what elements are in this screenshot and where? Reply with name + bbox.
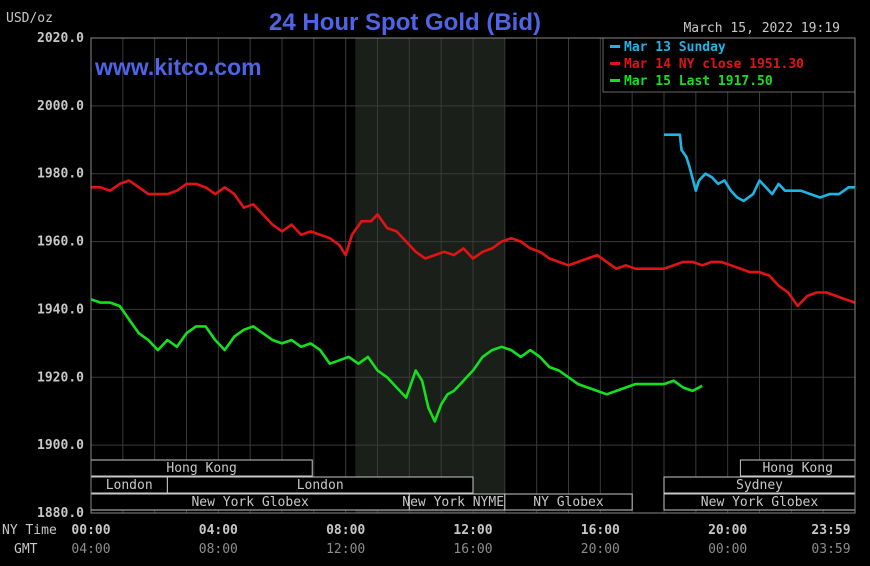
session-ny-globex: NY Globex — [504, 493, 633, 511]
legend-entry-last: Mar 15 Last 1917.50 — [624, 74, 773, 89]
x-tick-label-gmt: 20:00 — [581, 542, 620, 557]
session-label: New York Globex — [191, 495, 309, 510]
series-line-last — [90, 298, 703, 423]
session-hong-kong: Hong Kong — [739, 459, 856, 477]
x-tick-label-gmt: 16:00 — [453, 542, 492, 557]
y-tick-label: 1900.0 — [37, 438, 84, 453]
session-bar — [504, 493, 633, 511]
legend-swatch-ny-close — [610, 62, 620, 65]
legend-entry-ny-close: Mar 14 NY close 1951.30 — [624, 57, 804, 72]
kitco-watermark: www.kitco.com — [94, 54, 262, 80]
session-label: Hong Kong — [762, 461, 832, 476]
session-label: Hong Kong — [166, 461, 236, 476]
x-tick-label-gmt: 04:00 — [71, 542, 110, 557]
y-tick-label: 1960.0 — [37, 235, 84, 250]
x-tick-label-gmt: 00:00 — [708, 542, 747, 557]
y-tick-label: 2000.0 — [37, 99, 84, 114]
session-sydney: Sydney — [663, 476, 856, 494]
axes: 2020.0 2000.0 1980.0 1960.0 1940.0 1920.0 1900… — [37, 31, 856, 557]
session-new-york-nymex: New York NYMEX — [402, 493, 512, 511]
x-tick-label-ny: 12:00 — [453, 523, 492, 538]
session-label: London — [297, 478, 344, 493]
chart-title: 24 Hour Spot Gold (Bid) — [269, 9, 541, 36]
session-label: New York NYMEX — [402, 495, 512, 510]
session-london: London — [166, 476, 474, 494]
series-line-ny-close — [91, 179, 856, 308]
x-tick-label-ny: 04:00 — [199, 523, 238, 538]
gmt-row-label: GMT — [14, 542, 38, 557]
plot-frame — [90, 37, 856, 514]
legend-swatch-sunday — [610, 45, 620, 48]
session-label: Sydney — [736, 478, 783, 493]
y-tick-label: 1920.0 — [37, 370, 84, 385]
y-tick-label: 1880.0 — [37, 506, 84, 521]
x-tick-label-gmt: 12:00 — [326, 542, 365, 557]
x-tick-label-ny: 00:00 — [71, 523, 110, 538]
legend-box — [602, 37, 856, 93]
session-new-york-globex: New York Globex — [90, 493, 410, 511]
session-hong-kong: Hong Kong — [90, 459, 313, 477]
legend: Mar 13 Sunday Mar 14 NY close 1951.30 Ma… — [602, 37, 856, 93]
series-line-sunday — [664, 133, 855, 203]
trading-sessions: Hong Kong Hong Kong London London Sydney New … — [90, 459, 856, 511]
session-london: London — [90, 476, 168, 494]
session-new-york-globex: New York Globex — [663, 493, 856, 511]
y-tick-label: 2020.0 — [37, 31, 84, 46]
session-label: NY Globex — [533, 495, 604, 510]
legend-entry-sunday: Mar 13 Sunday — [624, 40, 726, 55]
x-tick-label-ny: 20:00 — [708, 523, 747, 538]
x-tick-label-ny: 08:00 — [326, 523, 365, 538]
session-bar — [166, 476, 474, 494]
x-tick-label-gmt: 03:59 — [811, 542, 850, 557]
nymex-session-shade — [355, 38, 505, 513]
y-axis-unit-label: USD/oz — [6, 11, 53, 26]
x-tick-label-gmt: 08:00 — [199, 542, 238, 557]
y-tick-label: 1980.0 — [37, 167, 84, 182]
chart-timestamp: March 15, 2022 19:19 — [683, 21, 840, 36]
y-tick-label: 1940.0 — [37, 302, 84, 317]
ny-time-row-label: NY Time — [2, 523, 57, 538]
session-label: New York Globex — [701, 495, 819, 510]
x-tick-label-ny: 23:59 — [811, 523, 850, 538]
x-tick-label-ny: 16:00 — [581, 523, 620, 538]
legend-swatch-last — [610, 79, 620, 82]
session-label: London — [106, 478, 153, 493]
